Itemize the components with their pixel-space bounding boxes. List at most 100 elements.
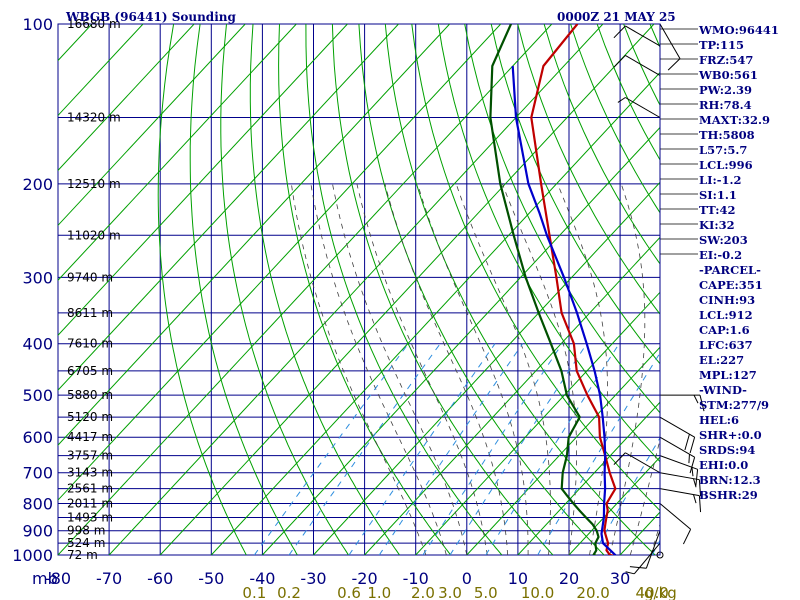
height-label: 5880 m	[67, 388, 113, 402]
isotherm	[364, 236, 660, 555]
mixing-ratio-label: 0.2	[277, 584, 301, 600]
mixing-ratio-line	[253, 343, 409, 555]
isotherm	[415, 291, 660, 555]
height-label: 5120 m	[67, 410, 113, 424]
index-panel: WMO:96441TP:115FRZ:547WB0:561PW:2.39RH:7…	[659, 23, 779, 555]
dry-adiabat	[543, 24, 660, 265]
pressure-tick-label: 300	[22, 268, 53, 287]
barb-feather	[613, 452, 626, 465]
index-row: EI:-0.2	[699, 248, 742, 262]
wind-barb	[659, 455, 699, 486]
index-row: -WIND-	[699, 383, 747, 397]
pressure-tick-label: 900	[22, 522, 53, 541]
height-label: 12510 m	[67, 177, 121, 191]
index-row: STM:277/9	[699, 398, 769, 412]
index-row: SRDS:94	[699, 443, 755, 457]
barb-shaft	[625, 97, 661, 118]
dry-adiabats	[58, 24, 800, 555]
index-row: LCL:996	[699, 158, 753, 172]
dry-adiabat	[411, 24, 660, 512]
index-row: WB0:561	[698, 68, 758, 82]
moist-adiabat	[417, 183, 529, 555]
dry-adiabat	[305, 24, 503, 555]
index-row: SW:203	[699, 233, 748, 247]
height-label: 16680 m	[67, 17, 121, 31]
wind-barb	[625, 542, 661, 575]
temp-tick-label: -10	[403, 569, 429, 588]
index-row: SHR+:0.0	[699, 428, 762, 442]
plot-frame	[57, 23, 661, 556]
barb-shaft	[645, 530, 661, 569]
isotherm	[58, 24, 553, 555]
barb-feather	[625, 571, 635, 575]
moist-adiabat	[310, 183, 447, 555]
mixing-ratio-label: 3.0	[438, 584, 462, 600]
dry-adiabat	[517, 24, 660, 315]
temp-tick-label: -30	[300, 569, 326, 588]
height-label: 11020 m	[67, 228, 121, 242]
isotherm	[568, 456, 660, 555]
height-label: 2561 m	[67, 482, 113, 496]
barb-shaft	[659, 472, 700, 481]
wind-barb	[613, 55, 661, 76]
temp-tick-label: -70	[96, 569, 122, 588]
mixing-ratio-label: 1.0	[367, 584, 391, 600]
index-row: LI:-1.2	[699, 173, 742, 187]
temp-tick-label: -40	[249, 569, 275, 588]
barb-feather	[698, 479, 702, 497]
index-row: FRZ:547	[699, 53, 753, 67]
temp-tick-label: -20	[352, 569, 378, 588]
pressure-tick-label: 200	[22, 175, 53, 194]
wind-barb	[659, 503, 692, 545]
barb-feather	[688, 454, 690, 464]
mixing-ratio-line	[485, 343, 620, 555]
barb-shaft	[659, 488, 700, 497]
index-row: CINH:93	[699, 293, 755, 307]
wind-barb	[659, 416, 696, 454]
mixing-ratio-line	[592, 436, 660, 555]
wind-barbs	[613, 23, 705, 575]
index-row: EL:227	[699, 353, 744, 367]
barb-feather	[695, 469, 699, 486]
barb-shaft	[659, 436, 695, 458]
index-row: CAPE:351	[699, 278, 763, 292]
isobar-isotherm-grid	[57, 23, 661, 556]
barb-feather	[684, 433, 690, 451]
mixing-ratio-label: 40.0	[635, 584, 668, 600]
wind-barb	[659, 472, 702, 497]
temp-tick-label: 20	[559, 569, 579, 588]
dry-adiabat	[358, 24, 605, 555]
pressure-tick-label: 700	[22, 464, 53, 483]
pressure-tick-label: 600	[22, 428, 53, 447]
isotherm	[58, 24, 144, 117]
wind-barb	[659, 23, 681, 71]
index-row: CAP:1.6	[699, 323, 750, 337]
mixing-ratio-label: 20.0	[576, 584, 609, 600]
isotherm	[108, 24, 604, 555]
barb-feather	[629, 566, 647, 569]
temp-tick-label: 10	[508, 569, 528, 588]
dry-adiabat	[782, 24, 800, 555]
barb-feather	[667, 58, 681, 71]
isotherm	[517, 401, 660, 555]
wind-barb	[659, 436, 696, 474]
parcel-trace	[511, 65, 617, 555]
dry-adiabat	[464, 24, 660, 414]
index-row: SI:1.1	[699, 188, 737, 202]
mixing-ratio-line	[288, 343, 441, 555]
mixing-ratio-label: 0.6	[337, 584, 361, 600]
height-label: 1493 m	[67, 511, 113, 525]
mixing-ratio-label: 2.0	[411, 584, 435, 600]
isotherm	[58, 24, 399, 391]
wind-barb	[613, 25, 661, 47]
index-row: KI:32	[699, 218, 735, 232]
barb-shaft	[659, 23, 681, 59]
dewpoint-trace	[489, 24, 600, 555]
barb-feather	[689, 457, 696, 474]
height-label: 8611 m	[67, 306, 113, 320]
barb-feather	[693, 478, 697, 488]
index-row: WMO:96441	[698, 23, 779, 37]
barb-shaft	[625, 452, 661, 474]
